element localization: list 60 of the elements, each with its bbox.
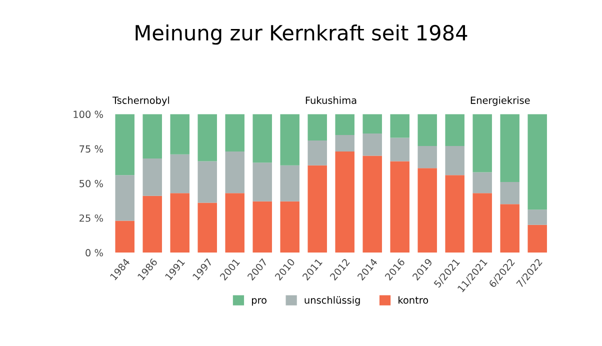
bar	[472, 172, 492, 194]
bar	[198, 161, 217, 203]
bar	[225, 114, 244, 152]
annotation: Energiekrise	[470, 96, 530, 106]
y-tick-label: 75 %	[80, 145, 103, 153]
bar	[170, 114, 190, 154]
bar	[115, 175, 134, 221]
bar	[225, 193, 244, 253]
bar	[252, 162, 272, 202]
bar	[252, 114, 272, 163]
bar	[472, 193, 492, 253]
bar	[225, 152, 244, 194]
legend-label: unschlüssig	[304, 296, 360, 306]
y-tick-label: 0 %	[86, 249, 103, 256]
bar	[280, 114, 300, 166]
y-tick-label: 25 %	[80, 214, 103, 222]
bar	[308, 165, 327, 253]
bar	[280, 201, 300, 253]
legend-label: kontro	[398, 296, 428, 304]
bar	[170, 193, 190, 253]
bar	[528, 114, 547, 210]
y-tick-label: 100 %	[74, 110, 103, 118]
bar	[362, 134, 382, 156]
bar	[198, 202, 217, 253]
bar	[362, 114, 382, 134]
bar	[115, 220, 134, 253]
bar	[115, 114, 134, 176]
bar	[528, 210, 547, 225]
bar	[142, 114, 162, 158]
bar	[170, 154, 190, 194]
bar	[252, 201, 272, 253]
bar	[308, 114, 327, 140]
legend-label: pro	[252, 298, 266, 306]
bar	[418, 114, 437, 146]
bar	[418, 146, 437, 168]
bar	[390, 114, 410, 138]
bar	[308, 140, 327, 166]
bar	[500, 182, 520, 204]
bar	[500, 204, 520, 253]
bar	[390, 138, 410, 162]
bar	[528, 224, 547, 253]
bar	[362, 156, 382, 253]
bar	[445, 146, 464, 176]
bar	[445, 175, 464, 253]
bar	[142, 196, 162, 253]
bar	[335, 134, 354, 152]
y-tick-label: 50 %	[80, 180, 103, 188]
bar	[335, 152, 354, 253]
bar	[418, 168, 437, 253]
chart-title: Meinung zur Kernkraft seit 1984	[136, 24, 468, 45]
bar	[142, 158, 162, 196]
annotation: Fukushima	[306, 96, 356, 104]
bar	[445, 114, 464, 146]
bar	[500, 114, 520, 182]
bar	[280, 165, 300, 202]
bar	[390, 161, 410, 253]
bar	[472, 114, 492, 172]
bar	[198, 114, 217, 162]
annotation: Tschernobyl	[112, 96, 170, 106]
bar	[335, 114, 354, 135]
